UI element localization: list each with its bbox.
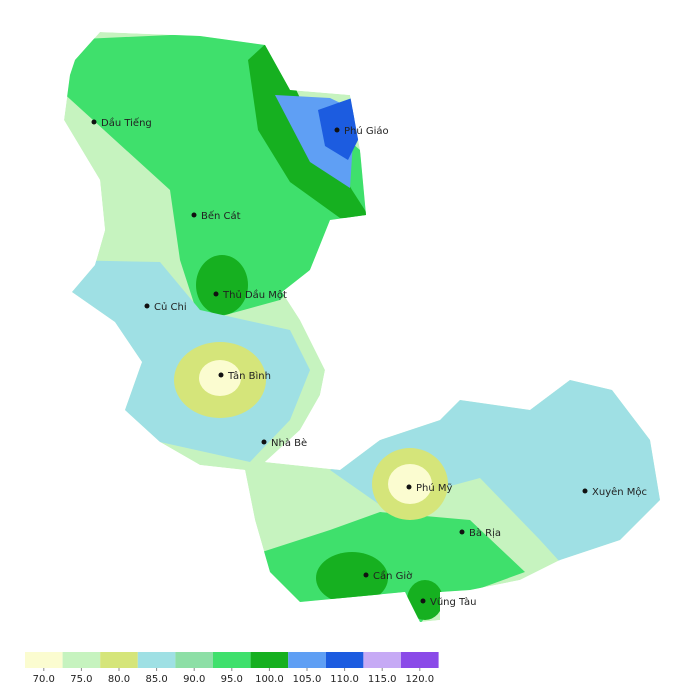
place-label: Vũng Tàu	[430, 596, 476, 608]
place-label: Phú Giáo	[344, 125, 389, 137]
place-label: Nhà Bè	[271, 437, 307, 449]
legend-label: 105.0	[293, 674, 322, 685]
place-dot	[213, 291, 219, 297]
legend-swatch	[62, 652, 101, 668]
place-label: Bà Rịa	[469, 527, 501, 539]
place-label: Xuyên Mộc	[592, 486, 647, 498]
place-dot	[218, 372, 224, 378]
legend-label: 115.0	[368, 674, 397, 685]
legend-label: 95.0	[221, 674, 243, 685]
contour-region	[316, 552, 388, 604]
place-dot	[363, 572, 369, 578]
legend-label: 100.0	[255, 674, 284, 685]
place-dot	[261, 439, 267, 445]
legend-label: 90.0	[183, 674, 205, 685]
place-dot	[191, 212, 197, 218]
place-label: Cần Giờ	[373, 570, 413, 582]
legend-swatch	[250, 652, 289, 668]
legend-swatch	[25, 652, 63, 668]
legend-label: 70.0	[33, 674, 55, 685]
contour-region	[388, 464, 432, 504]
place-dot	[420, 598, 426, 604]
legend-label: 120.0	[405, 674, 434, 685]
legend-swatch	[288, 652, 326, 668]
place-dot	[144, 303, 150, 309]
legend-swatch	[325, 652, 364, 668]
legend-label: 110.0	[330, 674, 359, 685]
place-dot	[91, 119, 97, 125]
contour-region	[330, 378, 660, 562]
place-label: Phú Mỹ	[416, 482, 453, 494]
legend-swatch	[401, 652, 439, 668]
legend-swatch	[213, 652, 251, 668]
place-label: Tân Bình	[227, 370, 271, 382]
legend-label: 75.0	[70, 674, 92, 685]
legend-swatch	[100, 652, 138, 668]
contour-region	[318, 98, 362, 160]
place-label: Thủ Dầu Một	[222, 289, 287, 301]
place-label: Bến Cát	[201, 210, 241, 222]
place-dot	[582, 488, 588, 494]
place-label: Củ Chi	[154, 301, 187, 313]
legend-swatch	[175, 652, 213, 668]
legend-swatch	[363, 652, 401, 668]
contour-region	[199, 360, 241, 396]
place-label: Dầu Tiếng	[101, 117, 152, 129]
place-dot	[459, 529, 465, 535]
legend-label: 85.0	[145, 674, 167, 685]
place-dot	[334, 127, 340, 133]
legend-label: 80.0	[108, 674, 130, 685]
place-dot	[406, 484, 412, 490]
legend-swatch	[137, 652, 176, 668]
contour-region	[196, 255, 248, 315]
